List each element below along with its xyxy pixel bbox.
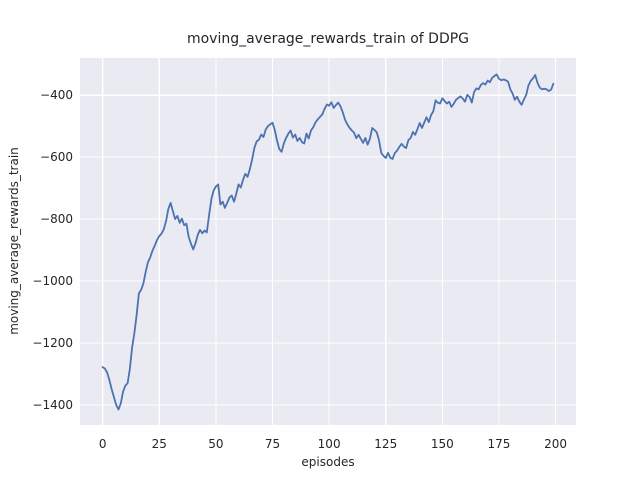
x-tick-label: 150: [430, 437, 454, 451]
y-tick-label: −1000: [32, 273, 73, 288]
y-tick-label: −400: [40, 88, 73, 103]
line-chart-svg: [80, 58, 576, 425]
x-tick-label: 25: [151, 437, 167, 451]
y-tick-label: −600: [40, 150, 73, 165]
x-tick-label: 175: [487, 437, 511, 451]
x-tick-label: 50: [208, 437, 224, 451]
x-tick-label: 100: [317, 437, 341, 451]
chart-title: moving_average_rewards_train of DDPG: [186, 31, 470, 47]
x-tick-label: 0: [98, 437, 107, 451]
x-tick-label: 200: [544, 437, 568, 451]
reward-line-series: [101, 73, 555, 411]
plot-area: [80, 58, 576, 425]
y-axis-label: moving_average_rewards_train: [7, 147, 21, 335]
x-tick-label: 75: [264, 437, 281, 451]
y-tick-label: −1200: [32, 335, 73, 350]
x-tick-label: 125: [374, 437, 398, 451]
y-tick-label: −1400: [32, 397, 73, 412]
y-tick-label: −800: [40, 212, 73, 227]
x-axis-label: episodes: [301, 455, 355, 469]
